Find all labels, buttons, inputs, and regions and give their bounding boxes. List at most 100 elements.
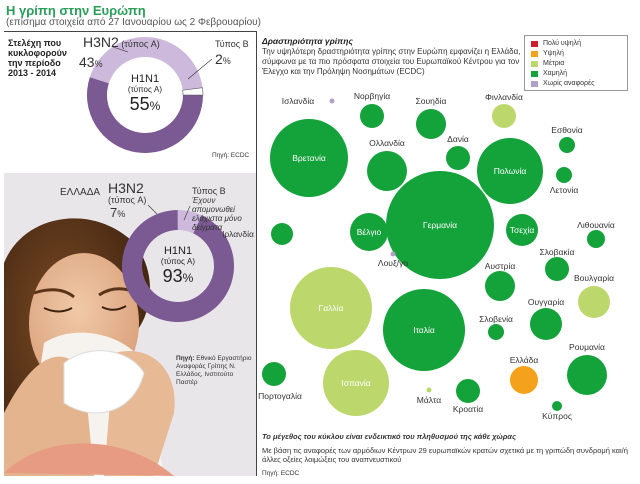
legend-swatch — [531, 60, 538, 67]
bubble-Φινλανδία — [492, 104, 516, 128]
bubble-labels: Ισλανδία Νορβηγία Σουηδία Φινλανδία Εσθονία Β… — [222, 84, 640, 430]
country-label: Ουγγαρία — [527, 297, 565, 307]
europe-donut — [87, 37, 213, 153]
legend-item: Μέτρια — [531, 60, 564, 67]
country-label: Βρετανία — [292, 153, 326, 163]
greece-source: Πηγή: Εθνικό Εργαστήριο Αναφοράς Γρίπης … — [176, 355, 252, 386]
legend-swatch — [531, 70, 538, 77]
legend-item: Χωρίς αναφορές — [531, 80, 595, 87]
country-label: Μάλτα — [416, 395, 442, 405]
greece-h3n2-label: H3N2 (τύπος A) — [108, 180, 147, 205]
legend-swatch — [531, 50, 538, 57]
country-label: Σλοβενία — [479, 314, 513, 324]
europe-h1n1-segment — [87, 77, 203, 153]
activity-footer: Με βάση τις αναφορές των αρμόδιων Κέντρω… — [262, 446, 628, 464]
greece-h1n1-segment — [122, 210, 235, 322]
bubble-Πολωνία — [477, 138, 543, 204]
europe-caption: Στελέχη που κυκλοφορούν την περίοδο 2013… — [8, 38, 67, 78]
bubble-Νορβηγία — [360, 104, 384, 128]
bubble-Ισπανία — [323, 350, 389, 416]
country-label: Ισπανία — [341, 378, 371, 388]
bubble-Μάλτα — [426, 387, 432, 393]
country-label: Ιρλανδία — [222, 229, 254, 239]
country-label: Αυστρία — [484, 261, 516, 271]
country-label: Σλοβακία — [539, 247, 575, 257]
legend-swatch — [531, 40, 538, 47]
country-label: Γερμανία — [422, 220, 458, 230]
country-label: Κύπρος — [542, 411, 572, 421]
bubble-Κύπρος — [552, 401, 562, 411]
bubble-Λουξ/γο — [390, 251, 396, 257]
legend-label: Πολύ υψηλή — [543, 40, 582, 47]
activity-source: Πηγή: ECDC — [262, 470, 300, 477]
greece-h3n2-segment — [177, 209, 202, 234]
bubble-Τσεχία — [506, 214, 538, 246]
bubble-Γερμανία — [386, 171, 494, 279]
bubble-Σουηδία — [416, 109, 446, 139]
country-label: Λουξ/γο — [377, 258, 409, 268]
bubble-Ιταλία — [383, 289, 465, 371]
bubble-Ελλάδα — [510, 366, 538, 394]
legend-label: Χαμηλή — [543, 70, 568, 77]
page-title: Η γρίπη στην Ευρώπη — [6, 3, 146, 18]
country-label: Κροατία — [452, 404, 484, 414]
country-label: Βέλγιο — [356, 227, 382, 237]
bubble-Κροατία — [456, 379, 480, 403]
legend-item: Χαμηλή — [531, 70, 567, 77]
country-label: Νορβηγία — [353, 91, 391, 101]
country-label: Πορτογαλία — [258, 391, 302, 401]
country-label: Ρουμανία — [569, 342, 605, 352]
europe-h1n1-center: H1N1 (τύπος A) 55% — [127, 73, 163, 114]
europe-h3n2-label: H3N2 (τύπος A) — [83, 34, 160, 50]
country-label: Δανία — [447, 134, 469, 144]
legend-label: Υψηλή — [543, 50, 564, 57]
country-label: Βουλγαρία — [573, 273, 615, 283]
bubble-Βέλγιο — [350, 213, 388, 251]
greece-typeb-label: Τύπος B Έχουν απομονωθεί ελάχιστα μόνο δ… — [192, 186, 242, 232]
country-label: Ισλανδία — [281, 96, 315, 106]
legend-item: Πολύ υψηλή — [531, 40, 581, 47]
divider — [256, 31, 257, 476]
europe-typeb-value: 2% — [215, 51, 231, 67]
country-label: Σουηδία — [415, 96, 447, 106]
bubble-Λετονία — [556, 167, 572, 183]
activity-legend: Πολύ υψηλή Υψηλή Μέτρια Χαμηλή Χωρίς αναφορέ… — [524, 35, 628, 91]
country-label: Τσεχία — [509, 225, 535, 235]
bubble-Ισλανδία — [329, 98, 335, 104]
country-label: Λετονία — [549, 185, 579, 195]
greece-donut — [122, 204, 235, 322]
country-label: Λιθουανία — [577, 220, 615, 230]
size-note: Το μέγεθος του κύκλου είναι ενδεικτικό τ… — [262, 432, 516, 441]
legend-swatch — [531, 80, 538, 87]
country-label: Ιταλία — [413, 325, 435, 335]
bubble-Βρετανία — [270, 119, 348, 197]
bubble-chart — [262, 98, 610, 416]
legend-label: Χωρίς αναφορές — [543, 80, 595, 87]
europe-typeb-segment — [182, 87, 204, 96]
europe-h3n2-value: 43% — [79, 54, 103, 70]
bubble-Βουλγαρία — [578, 286, 610, 318]
bubble-Λιθουανία — [587, 230, 605, 248]
country-label: Πολωνία — [493, 166, 527, 176]
legend-label: Μέτρια — [543, 60, 565, 67]
bubble-Σλοβενία — [488, 324, 504, 340]
bubble-Ρουμανία — [567, 355, 607, 395]
bubble-Πορτογαλία — [262, 362, 286, 386]
bubble-Σλοβακία — [545, 257, 569, 281]
bubble-Αυστρία — [485, 271, 515, 301]
greece-h1n1-center: H1N1 (τύπος A) 93% — [160, 245, 196, 286]
europe-panel — [4, 31, 256, 170]
country-label: Ολλανδία — [369, 138, 405, 148]
bubble-Ολλανδία — [367, 151, 407, 191]
europe-h3n2-segment — [89, 37, 203, 91]
bubble-Ουγγαρία — [530, 308, 562, 340]
bubble-Εσθονία — [559, 137, 575, 153]
activity-intro: Την υψηλότερη δραστηριότητα γρίπης στην … — [262, 47, 521, 76]
page-subtitle: (επίσημα στοιχεία από 27 Ιανουαρίου ως 2… — [6, 17, 261, 28]
country-label: Γαλλία — [318, 303, 344, 313]
bubble-Ιρλανδία — [271, 223, 293, 245]
greece-h3n2-value: 7% — [110, 205, 126, 220]
legend-item: Υψηλή — [531, 50, 564, 57]
activity-title: Δραστηριότητα γρίπης — [262, 36, 353, 46]
bubble-Δανία — [446, 146, 470, 170]
